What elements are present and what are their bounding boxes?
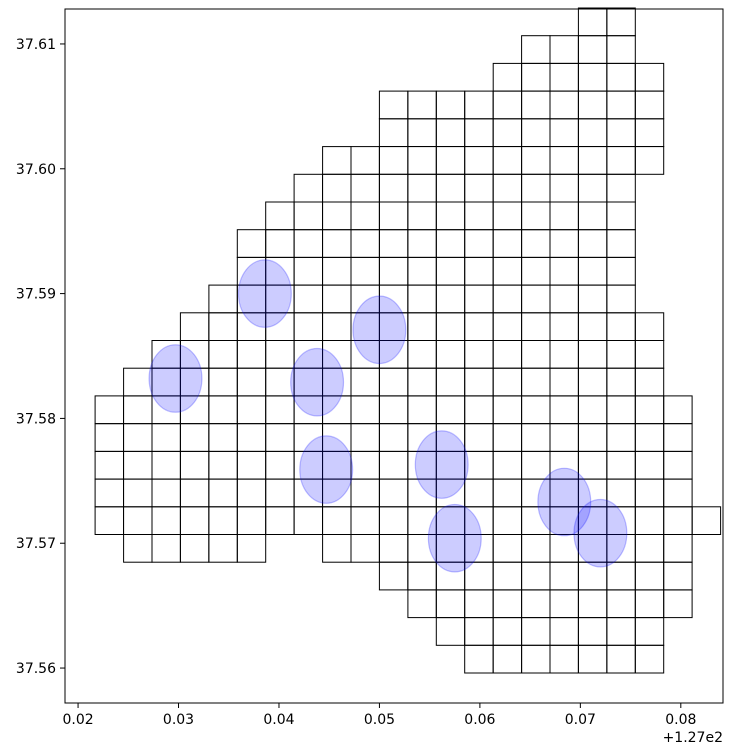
grid-cell xyxy=(691,506,722,535)
x-tick-label: 0.04 xyxy=(263,712,294,728)
x-tick-label: 0.05 xyxy=(364,712,395,728)
x-tick-label: 0.07 xyxy=(565,712,596,728)
circle-marker xyxy=(414,430,469,499)
y-tick-label: 37.57 xyxy=(16,536,56,552)
y-axis: 37.56 37.57 37.58 37.59 37.60 37.61 xyxy=(16,37,65,677)
grid-cell xyxy=(606,7,636,37)
circle-marker xyxy=(290,347,345,417)
y-tick-label: 37.58 xyxy=(16,411,56,427)
circle-marker xyxy=(573,498,628,568)
y-tick-label: 37.60 xyxy=(16,162,56,178)
circle-marker xyxy=(427,503,482,573)
circle-marker xyxy=(237,259,292,328)
grid-cell xyxy=(634,62,665,92)
x-axis: 0.02 0.03 0.04 0.05 0.06 0.07 0.08 xyxy=(62,703,696,728)
circle-marker xyxy=(537,467,592,537)
grid-cells xyxy=(94,7,722,674)
x-tick-label: 0.08 xyxy=(665,712,696,728)
x-tick-label: 0.03 xyxy=(163,712,194,728)
grid-cell xyxy=(634,312,665,341)
circle-marker xyxy=(299,435,354,504)
y-tick-label: 37.59 xyxy=(16,287,56,303)
y-tick-label: 37.61 xyxy=(16,37,56,53)
y-tick-label: 37.56 xyxy=(16,661,56,677)
plot-frame xyxy=(64,8,724,704)
x-offset-label: +1.27e2 xyxy=(663,730,723,745)
grid-cell xyxy=(663,395,693,425)
circle-marker xyxy=(352,295,407,365)
circle-marker xyxy=(148,344,203,413)
x-tick-label: 0.02 xyxy=(62,712,93,728)
circle-markers xyxy=(148,259,628,573)
x-tick-label: 0.06 xyxy=(464,712,495,728)
